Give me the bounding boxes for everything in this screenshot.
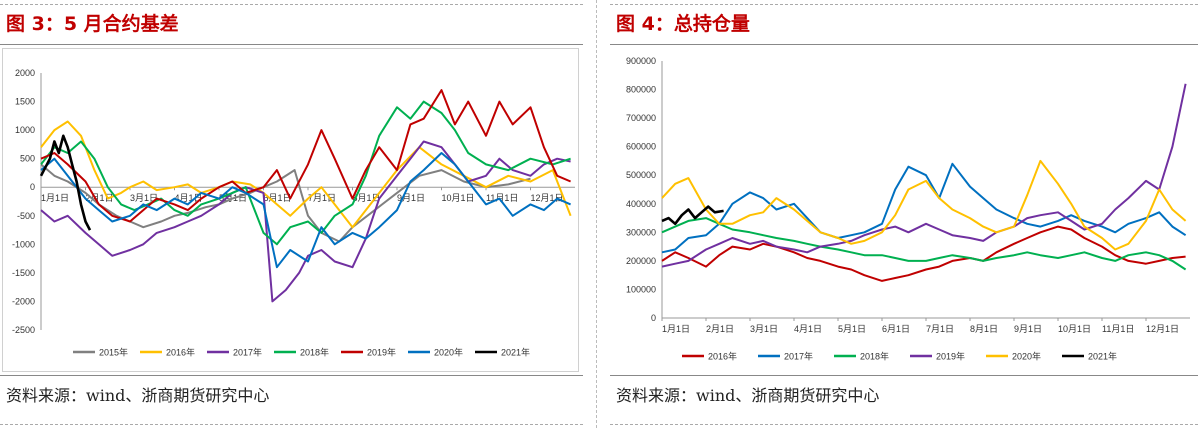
legend-label: 2019年 [367, 347, 396, 358]
x-tick-label: 10月1日 [1058, 324, 1091, 334]
y-tick-label: 100000 [626, 284, 656, 294]
x-tick-label: 4月1日 [794, 324, 822, 334]
series-line-2019年 [40, 89, 571, 223]
chart-title: 图 3：5 月合约基差 [6, 13, 179, 35]
x-tick-label: 2月1日 [706, 324, 734, 334]
x-tick-label: 6月1日 [264, 193, 292, 203]
series-line-2016年 [661, 225, 1186, 282]
series-line-2021年 [661, 205, 724, 226]
y-tick-label: -500 [17, 211, 35, 221]
legend-label: 2019年 [936, 351, 965, 362]
source-rule [610, 375, 1198, 376]
series-line-2020年 [661, 159, 1187, 251]
legend-label: 2018年 [300, 347, 329, 358]
x-tick-label: 12月1日 [531, 193, 564, 203]
y-tick-label: 400000 [626, 199, 656, 209]
x-tick-label: 5月1日 [838, 324, 866, 334]
x-tick-label: 11月1日 [486, 193, 518, 203]
footer-rule [0, 424, 583, 425]
panel-basis-chart: 图 3：5 月合约基差 2000 1500 1000 500 0 -500 -1000 -15… [0, 0, 583, 428]
legend-label: 2017年 [233, 347, 262, 358]
x-tick-label: 7月1日 [308, 193, 336, 203]
chart-title: 图 4：总持仓量 [616, 13, 750, 35]
y-tick-label: 700000 [626, 113, 656, 123]
basis-line-chart: 2000 1500 1000 500 0 -500 -1000 -1500 -2000 -2500… [12, 68, 575, 358]
x-tick-label: 6月1日 [882, 324, 910, 334]
x-tick-label: 1月1日 [662, 324, 690, 334]
y-tick-label: 600000 [626, 142, 656, 152]
x-tick-label: 9月1日 [397, 193, 425, 203]
y-tick-label: -2000 [12, 296, 35, 306]
title-rule [0, 44, 583, 45]
y-tick-label: 200000 [626, 256, 656, 266]
panel-divider [596, 0, 597, 428]
chart-area: 2000 1500 1000 500 0 -500 -1000 -1500 -2000 -2500… [2, 48, 579, 372]
series-line-2019年 [661, 83, 1187, 268]
y-tick-label: 0 [30, 182, 35, 192]
y-tick-label: 1500 [15, 97, 35, 107]
header-rule [610, 4, 1198, 5]
y-tick-label: -2500 [12, 325, 35, 335]
x-tick-label: 11月1日 [1102, 324, 1134, 334]
y-tick-label: -1000 [12, 239, 35, 249]
y-tick-label: 0 [651, 313, 656, 323]
series-line-2021年 [39, 134, 92, 231]
source-note: 资料来源：wind、浙商期货研究中心 [6, 386, 270, 405]
legend-label: 2020年 [434, 347, 463, 358]
x-tick-label: 12月1日 [1146, 324, 1179, 334]
header-rule [0, 4, 583, 5]
x-tick-label: 3月1日 [750, 324, 778, 334]
y-tick-label: 500 [20, 154, 35, 164]
legend-label: 2016年 [166, 347, 195, 358]
x-tick-label: 9月1日 [1014, 324, 1042, 334]
series-line-2018年 [40, 100, 571, 246]
chart-area: 900000 800000 700000 600000 500000 400000 3000… [610, 48, 1196, 370]
panel-open-interest-chart: 图 4：总持仓量 900000 800000 700000 600000 500000 4… [610, 0, 1198, 428]
title-rule [610, 44, 1198, 45]
x-tick-label: 3月1日 [130, 193, 158, 203]
legend-label: 2021年 [501, 347, 530, 358]
legend-label: 2018年 [860, 351, 889, 362]
y-tick-label: 500000 [626, 170, 656, 180]
legend-label: 2017年 [784, 351, 813, 362]
source-rule [0, 375, 583, 376]
series-line-2020年 [40, 152, 571, 269]
legend-label: 2020年 [1012, 351, 1041, 362]
legend-label: 2021年 [1088, 351, 1117, 362]
open-interest-line-chart: 900000 800000 700000 600000 500000 400000 3000… [626, 56, 1190, 362]
series-line-2017年 [40, 140, 571, 303]
series-line-2017年 [661, 162, 1187, 254]
y-tick-label: 900000 [626, 56, 656, 66]
x-tick-label: 8月1日 [970, 324, 998, 334]
y-tick-label: -1500 [12, 268, 35, 278]
source-note: 资料来源：wind、浙商期货研究中心 [616, 386, 880, 405]
y-tick-label: 800000 [626, 85, 656, 95]
y-tick-label: 1000 [15, 125, 35, 135]
y-tick-label: 300000 [626, 227, 656, 237]
legend-label: 2015年 [99, 347, 128, 358]
legend-label: 2016年 [708, 351, 737, 362]
series-line-2018年 [661, 217, 1187, 271]
x-tick-label: 10月1日 [442, 193, 475, 203]
x-tick-label: 7月1日 [926, 324, 954, 334]
x-tick-label: 4月1日 [175, 193, 203, 203]
y-tick-label: 2000 [15, 68, 35, 78]
x-tick-label: 1月1日 [41, 193, 69, 203]
x-tick-label: 2月1日 [86, 193, 114, 203]
footer-rule [610, 424, 1198, 425]
x-tick-label: 8月1日 [353, 193, 381, 203]
